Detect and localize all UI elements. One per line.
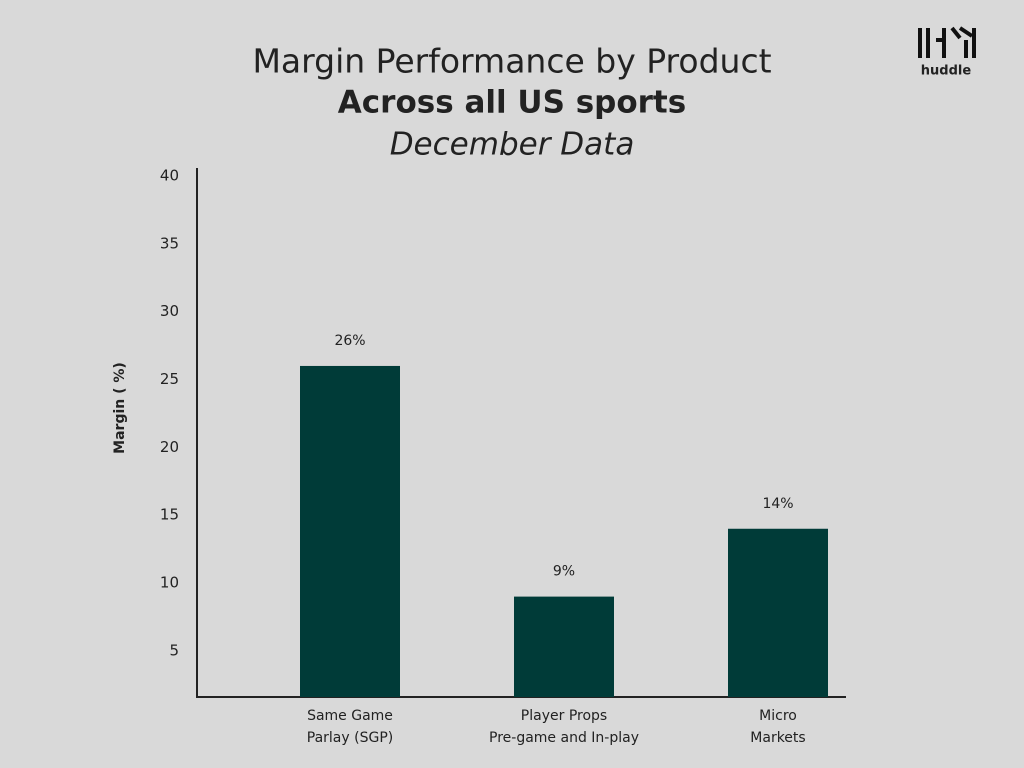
y-tick-label: 35	[160, 234, 179, 252]
value-label: 14%	[762, 496, 793, 512]
y-tick-label: 25	[160, 370, 179, 388]
chart-subtitle: Across all US sports	[338, 85, 686, 121]
bar	[514, 596, 614, 697]
chart-period: December Data	[390, 127, 635, 163]
x-tick-label: Parlay (SGP)	[307, 730, 393, 746]
bar	[300, 365, 400, 697]
y-tick-label: 10	[160, 574, 179, 592]
y-tick-label: 15	[160, 506, 179, 524]
logo-text: huddle	[921, 64, 972, 79]
x-tick-label: Markets	[750, 730, 805, 746]
x-tick-label: Micro	[759, 708, 797, 724]
bar	[728, 528, 828, 697]
y-tick-label: 20	[160, 438, 179, 456]
value-label: 9%	[553, 564, 575, 580]
y-tick-label: 30	[160, 302, 179, 320]
x-tick-label: Pre-game and In-play	[489, 730, 639, 746]
logo: huddle	[918, 26, 976, 79]
value-label: 26%	[334, 333, 365, 349]
y-tick-label: 5	[169, 641, 179, 659]
chart-title: Margin Performance by Product	[252, 42, 771, 81]
x-tick-label: Same Game	[307, 708, 393, 724]
x-tick-label: Player Props	[521, 708, 607, 724]
y-tick-label: 40	[160, 167, 179, 185]
y-axis-label: Margin ( %)	[112, 362, 128, 454]
